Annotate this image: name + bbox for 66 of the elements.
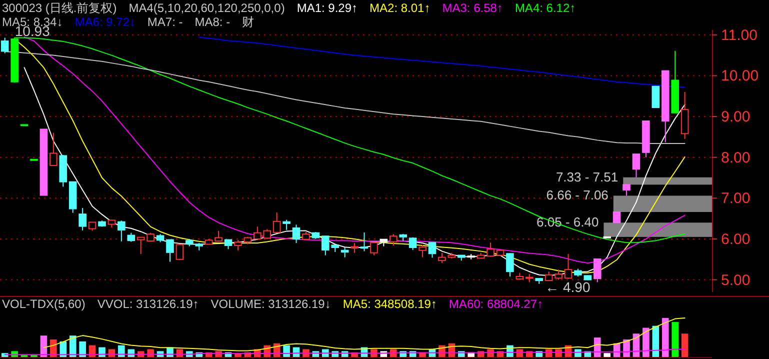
bar <box>79 341 86 357</box>
text: MA5: 348508.19↑ <box>342 297 437 311</box>
candlestick <box>340 247 349 258</box>
candlestick <box>389 234 398 246</box>
bar <box>604 353 610 357</box>
candlestick <box>622 184 630 196</box>
y-tick-label: 11.00 <box>721 26 758 44</box>
candlestick <box>0 37 9 54</box>
y-tick-label: 7.00 <box>721 190 750 208</box>
bar <box>662 318 669 357</box>
band-label: 7.33 - 7.51 <box>556 169 618 184</box>
band-label: 6.66 - 7.06 <box>546 188 608 203</box>
y-tick-label: 9.00 <box>721 108 750 126</box>
candlestick <box>214 230 222 242</box>
candlestick <box>554 269 562 280</box>
candlestick <box>234 240 242 251</box>
candlestick <box>612 212 621 224</box>
candlestick <box>360 232 368 252</box>
chart-subtitle: VVOL: 313126.19↑ <box>97 297 199 311</box>
candlestick <box>438 252 446 264</box>
text: VOLUME: 313126.19↓ <box>210 297 331 311</box>
candlestick <box>136 236 145 255</box>
candlestick <box>564 254 572 280</box>
annotation: ← 4.90 <box>545 278 590 295</box>
candlestick <box>486 242 494 258</box>
text: MA8: - <box>194 15 230 29</box>
text: 财 <box>242 15 254 29</box>
y-tick-label: 5.00 <box>721 272 750 289</box>
candlestick <box>292 224 300 244</box>
candlestick <box>78 207 86 231</box>
bar <box>69 336 76 357</box>
candlestick <box>118 220 126 242</box>
line-series <box>198 36 686 88</box>
bar <box>118 345 125 357</box>
text: MA4: 6.12↑ <box>514 1 576 15</box>
candlestick <box>418 244 426 258</box>
candlestick <box>272 212 281 234</box>
text: MA3: 6.58↑ <box>442 1 503 15</box>
candlestick <box>50 132 58 166</box>
y-tick-label: 10.00 <box>721 68 759 85</box>
bar <box>681 334 688 357</box>
chart-title: VOL-TDX(5,60) <box>2 297 86 311</box>
text: MA6: 9.72↓ <box>74 15 136 29</box>
text: MA2: 8.01↑ <box>370 1 430 15</box>
y-tick-label: 8.00 <box>721 149 750 166</box>
bar <box>283 345 290 357</box>
chart-title: 300023 (日线.前复权) <box>2 1 117 15</box>
text: MA60: 68804.27↑ <box>448 297 544 311</box>
candlestick <box>652 85 660 108</box>
text: MA7: - <box>147 15 183 29</box>
candlestick <box>632 153 640 178</box>
candlestick <box>370 242 378 256</box>
candlestick <box>408 236 417 250</box>
candlestick <box>428 242 436 258</box>
bar <box>672 322 678 357</box>
y-tick-label: 6.00 <box>721 230 750 248</box>
text: MA1: 9.29↑ <box>296 1 358 15</box>
candlestick <box>282 219 290 230</box>
chart-subtitle: MA4(5,10,20,60,120,250,0,0) <box>128 1 285 15</box>
candlestick <box>350 242 358 254</box>
candlestick <box>544 271 553 282</box>
bar <box>98 347 106 357</box>
candlestick <box>166 239 174 262</box>
bar <box>642 328 650 357</box>
candlestick <box>593 258 602 283</box>
candlestick <box>506 252 514 277</box>
